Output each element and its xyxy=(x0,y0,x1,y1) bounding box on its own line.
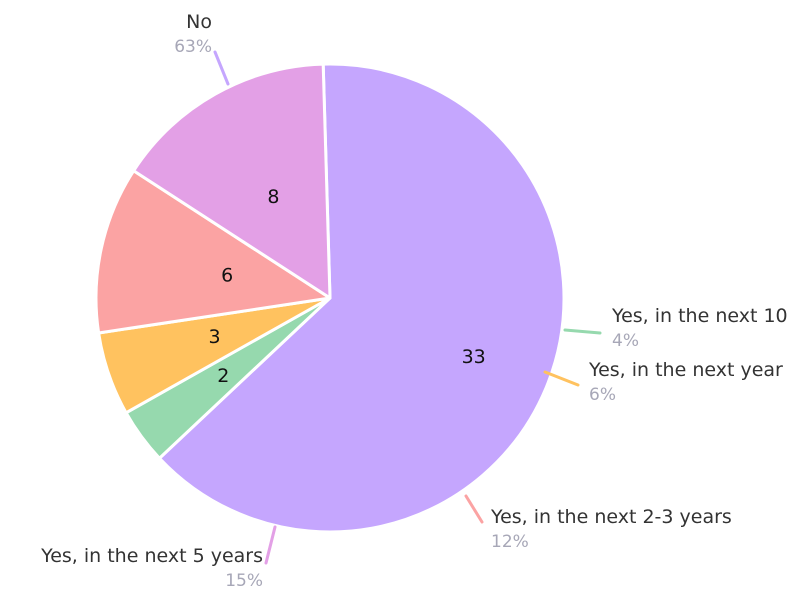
leader-line-yes-in-the-next-2-3-years xyxy=(464,494,484,524)
category-labels: No 63% Yes, in the next 10 4% Yes, in the ne… xyxy=(40,11,788,589)
category-label-yes-in-the-next-year: Yes, in the next year xyxy=(588,359,783,381)
leader-line-yes-in-the-next-year xyxy=(543,370,580,387)
count-label-yes-in-the-next-10: 2 xyxy=(217,365,229,387)
count-label-yes-in-the-next-2-3-years: 6 xyxy=(221,264,233,286)
leader-line-yes-in-the-next-10 xyxy=(563,328,602,335)
pie-slice-yes-in-the-next-5-years xyxy=(132,62,332,300)
pie-slices xyxy=(94,62,566,534)
count-label-yes-in-the-next-year: 3 xyxy=(208,326,220,348)
percent-label-yes-in-the-next-year: 6% xyxy=(589,385,616,405)
leader-line-no xyxy=(213,50,230,86)
count-label-no: 33 xyxy=(462,346,486,368)
category-label-yes-in-the-next-5-years: Yes, in the next 5 years xyxy=(40,545,263,567)
percent-label-yes-in-the-next-10: 4% xyxy=(612,331,639,351)
count-label-yes-in-the-next-5-years: 8 xyxy=(267,186,279,208)
percent-label-yes-in-the-next-5-years: 15% xyxy=(225,571,263,589)
pie-slice-no xyxy=(157,62,566,534)
count-labels: 33 2 3 6 8 xyxy=(208,186,485,387)
leader-lines xyxy=(213,50,602,565)
category-label-no: No xyxy=(186,11,212,33)
leader-line-yes-in-the-next-5-years xyxy=(264,525,277,565)
category-label-yes-in-the-next-10: Yes, in the next 10 xyxy=(611,305,788,327)
pie-slice-yes-in-the-next-2-3-years xyxy=(94,169,332,335)
category-label-yes-in-the-next-2-3-years: Yes, in the next 2-3 years xyxy=(490,506,732,528)
percent-label-yes-in-the-next-2-3-years: 12% xyxy=(491,532,529,552)
percent-label-no: 63% xyxy=(174,37,212,57)
